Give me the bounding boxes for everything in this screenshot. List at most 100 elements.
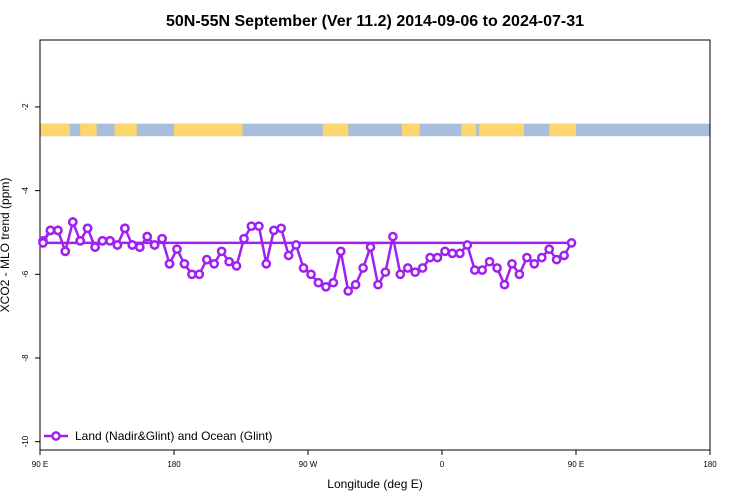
- data-point: [231, 261, 242, 271]
- data-point: [321, 281, 331, 292]
- data-point: [402, 263, 413, 273]
- y-axis: -2 -4 -6 -8 -10: [21, 103, 40, 447]
- x-tick-label: 180: [703, 460, 717, 469]
- data-point: [53, 225, 63, 236]
- land-band-segment: [322, 123, 349, 137]
- data-point: [97, 235, 108, 246]
- data-point: [90, 242, 100, 252]
- data-point: [67, 217, 78, 227]
- data-point: [432, 252, 443, 263]
- data-point: [45, 225, 56, 236]
- data-point: [75, 235, 86, 246]
- land-band-segment: [80, 123, 97, 137]
- data-point: [425, 252, 435, 263]
- data-point: [507, 258, 517, 269]
- data-point: [254, 221, 264, 232]
- data-point: [559, 250, 569, 261]
- legend-marker: [51, 431, 61, 441]
- y-axis-label: XCO2 - MLO trend (ppm): [0, 178, 12, 313]
- data-point: [514, 269, 525, 280]
- x-tick-label: 90 E: [32, 460, 48, 469]
- data-point: [358, 263, 368, 273]
- data-point: [313, 277, 324, 288]
- data-point: [343, 286, 354, 296]
- land-band-segment: [401, 123, 420, 137]
- land-band-segment: [461, 123, 477, 137]
- data-point: [224, 256, 234, 267]
- ocean-band: [40, 123, 710, 137]
- data-point: [365, 242, 376, 252]
- data-point: [261, 258, 272, 269]
- data-point: [82, 223, 93, 234]
- surface-type-band: [40, 123, 710, 137]
- data-point: [551, 254, 562, 265]
- data-point: [388, 231, 398, 242]
- y-tick-label: -6: [21, 270, 30, 278]
- data-point: [395, 269, 406, 280]
- chart-title: 50N-55N September (Ver 11.2) 2014-09-06 …: [166, 13, 584, 30]
- y-tick-label: -8: [21, 354, 30, 362]
- data-point: [276, 223, 287, 234]
- data-point: [373, 279, 383, 290]
- data-point: [187, 269, 197, 280]
- data-point: [544, 244, 555, 255]
- y-tick-label: -4: [21, 187, 30, 195]
- data-point: [499, 279, 510, 290]
- data-point: [328, 277, 339, 288]
- data-point: [492, 263, 502, 273]
- data-point: [239, 233, 249, 244]
- data-point: [469, 265, 480, 275]
- y-tick-label: -2: [21, 103, 30, 111]
- data-point: [246, 221, 257, 232]
- land-band-segment: [174, 123, 243, 137]
- data-point: [350, 279, 361, 290]
- data-point: [566, 238, 577, 248]
- data-point: [164, 258, 175, 269]
- data-point: [380, 267, 391, 278]
- data-point: [179, 258, 190, 269]
- x-tick-label: 0: [440, 460, 445, 469]
- data-point: [298, 263, 309, 273]
- data-point: [209, 258, 220, 269]
- data-point: [529, 258, 540, 269]
- series: [38, 217, 577, 296]
- data-point: [194, 269, 205, 280]
- data-point: [477, 265, 488, 275]
- data-point: [306, 269, 316, 280]
- land-band-segment: [549, 123, 576, 137]
- data-point: [536, 252, 547, 263]
- data-point: [60, 246, 71, 257]
- data-point: [157, 233, 167, 244]
- data-point: [410, 267, 421, 278]
- data-point: [149, 240, 160, 250]
- data-point: [120, 223, 130, 234]
- x-axis-label: Longitude (deg E): [327, 477, 422, 491]
- data-point: [127, 240, 138, 250]
- data-point: [484, 256, 495, 267]
- y-tick-label: -10: [21, 435, 30, 447]
- x-axis: 90 E 180 90 W 0 90 E 180: [32, 450, 717, 469]
- data-point: [172, 244, 182, 255]
- data-point: [462, 240, 473, 250]
- data-point: [134, 242, 145, 252]
- data-point: [522, 252, 532, 263]
- data-point: [142, 231, 153, 242]
- land-band-segment: [40, 123, 70, 137]
- data-point: [201, 254, 212, 265]
- legend: Land (Nadir&Glint) and Ocean (Glint): [44, 429, 272, 443]
- x-tick-label: 90 W: [299, 460, 318, 469]
- data-point: [417, 263, 428, 273]
- data-point: [38, 238, 48, 248]
- x-tick-label: 90 E: [568, 460, 584, 469]
- data-point: [268, 225, 279, 236]
- data-point: [291, 240, 301, 250]
- data-point: [216, 246, 227, 257]
- x-tick-label: 180: [167, 460, 181, 469]
- data-point: [455, 248, 465, 259]
- land-band-segment: [114, 123, 137, 137]
- data-point: [112, 240, 123, 250]
- data-point: [440, 246, 450, 257]
- data-point: [447, 248, 458, 259]
- land-band-segment: [479, 123, 524, 137]
